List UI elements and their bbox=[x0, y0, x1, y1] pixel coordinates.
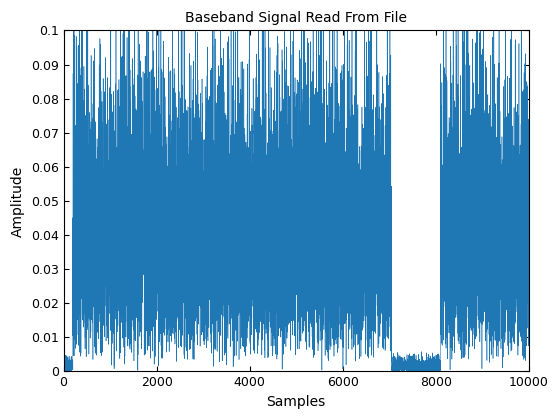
X-axis label: Samples: Samples bbox=[267, 395, 326, 409]
Title: Baseband Signal Read From File: Baseband Signal Read From File bbox=[185, 11, 407, 25]
Y-axis label: Amplitude: Amplitude bbox=[11, 165, 25, 236]
